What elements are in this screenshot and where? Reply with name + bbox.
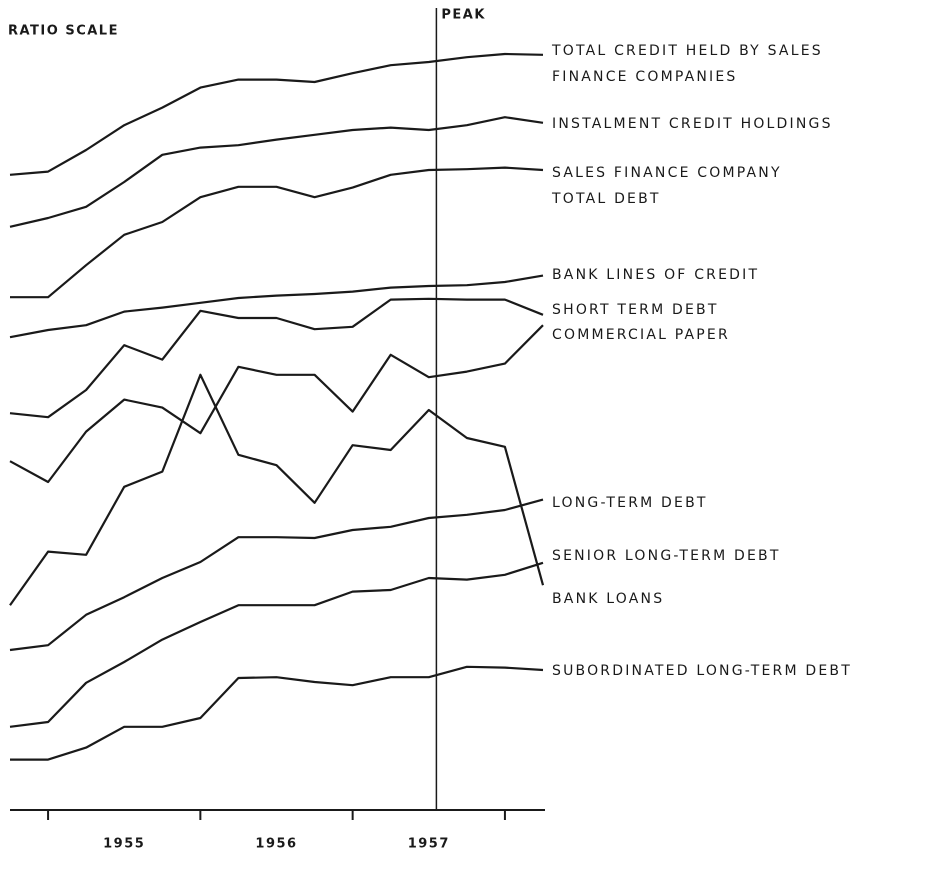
series-line: [9, 52, 544, 176]
series-line: [9, 373, 545, 606]
series-label: SENIOR LONG-TERM DEBT: [552, 548, 781, 564]
scale-note: RATIO SCALE: [8, 24, 119, 39]
series-label: SUBORDINATED LONG-TERM DEBT: [552, 663, 852, 679]
series-label: INSTALMENT CREDIT HOLDINGS: [552, 116, 833, 132]
series-label: COMMERCIAL PAPER: [552, 327, 730, 343]
x-tick-label: 1957: [408, 837, 450, 852]
series-label: TOTAL CREDIT HELD BY SALES FINANCE COMPA…: [552, 43, 823, 85]
series-label: SALES FINANCE COMPANY TOTAL DEBT: [552, 165, 782, 207]
series-line: [10, 166, 544, 299]
x-tick-label: 1956: [255, 837, 297, 852]
series-line: [9, 324, 544, 484]
series-label: BANK LOANS: [552, 591, 665, 607]
x-tick-label: 1955: [103, 837, 145, 852]
series-line: [10, 665, 544, 761]
series-line: [9, 498, 544, 652]
series-line: [9, 274, 544, 339]
series-line: [9, 561, 544, 728]
series-line: [9, 116, 544, 228]
series-label: LONG-TERM DEBT: [552, 495, 708, 511]
peak-label: PEAK: [441, 8, 486, 23]
series-label: BANK LINES OF CREDIT: [552, 267, 760, 283]
series-label: SHORT TERM DEBT: [552, 302, 719, 318]
series-line: [9, 297, 544, 419]
